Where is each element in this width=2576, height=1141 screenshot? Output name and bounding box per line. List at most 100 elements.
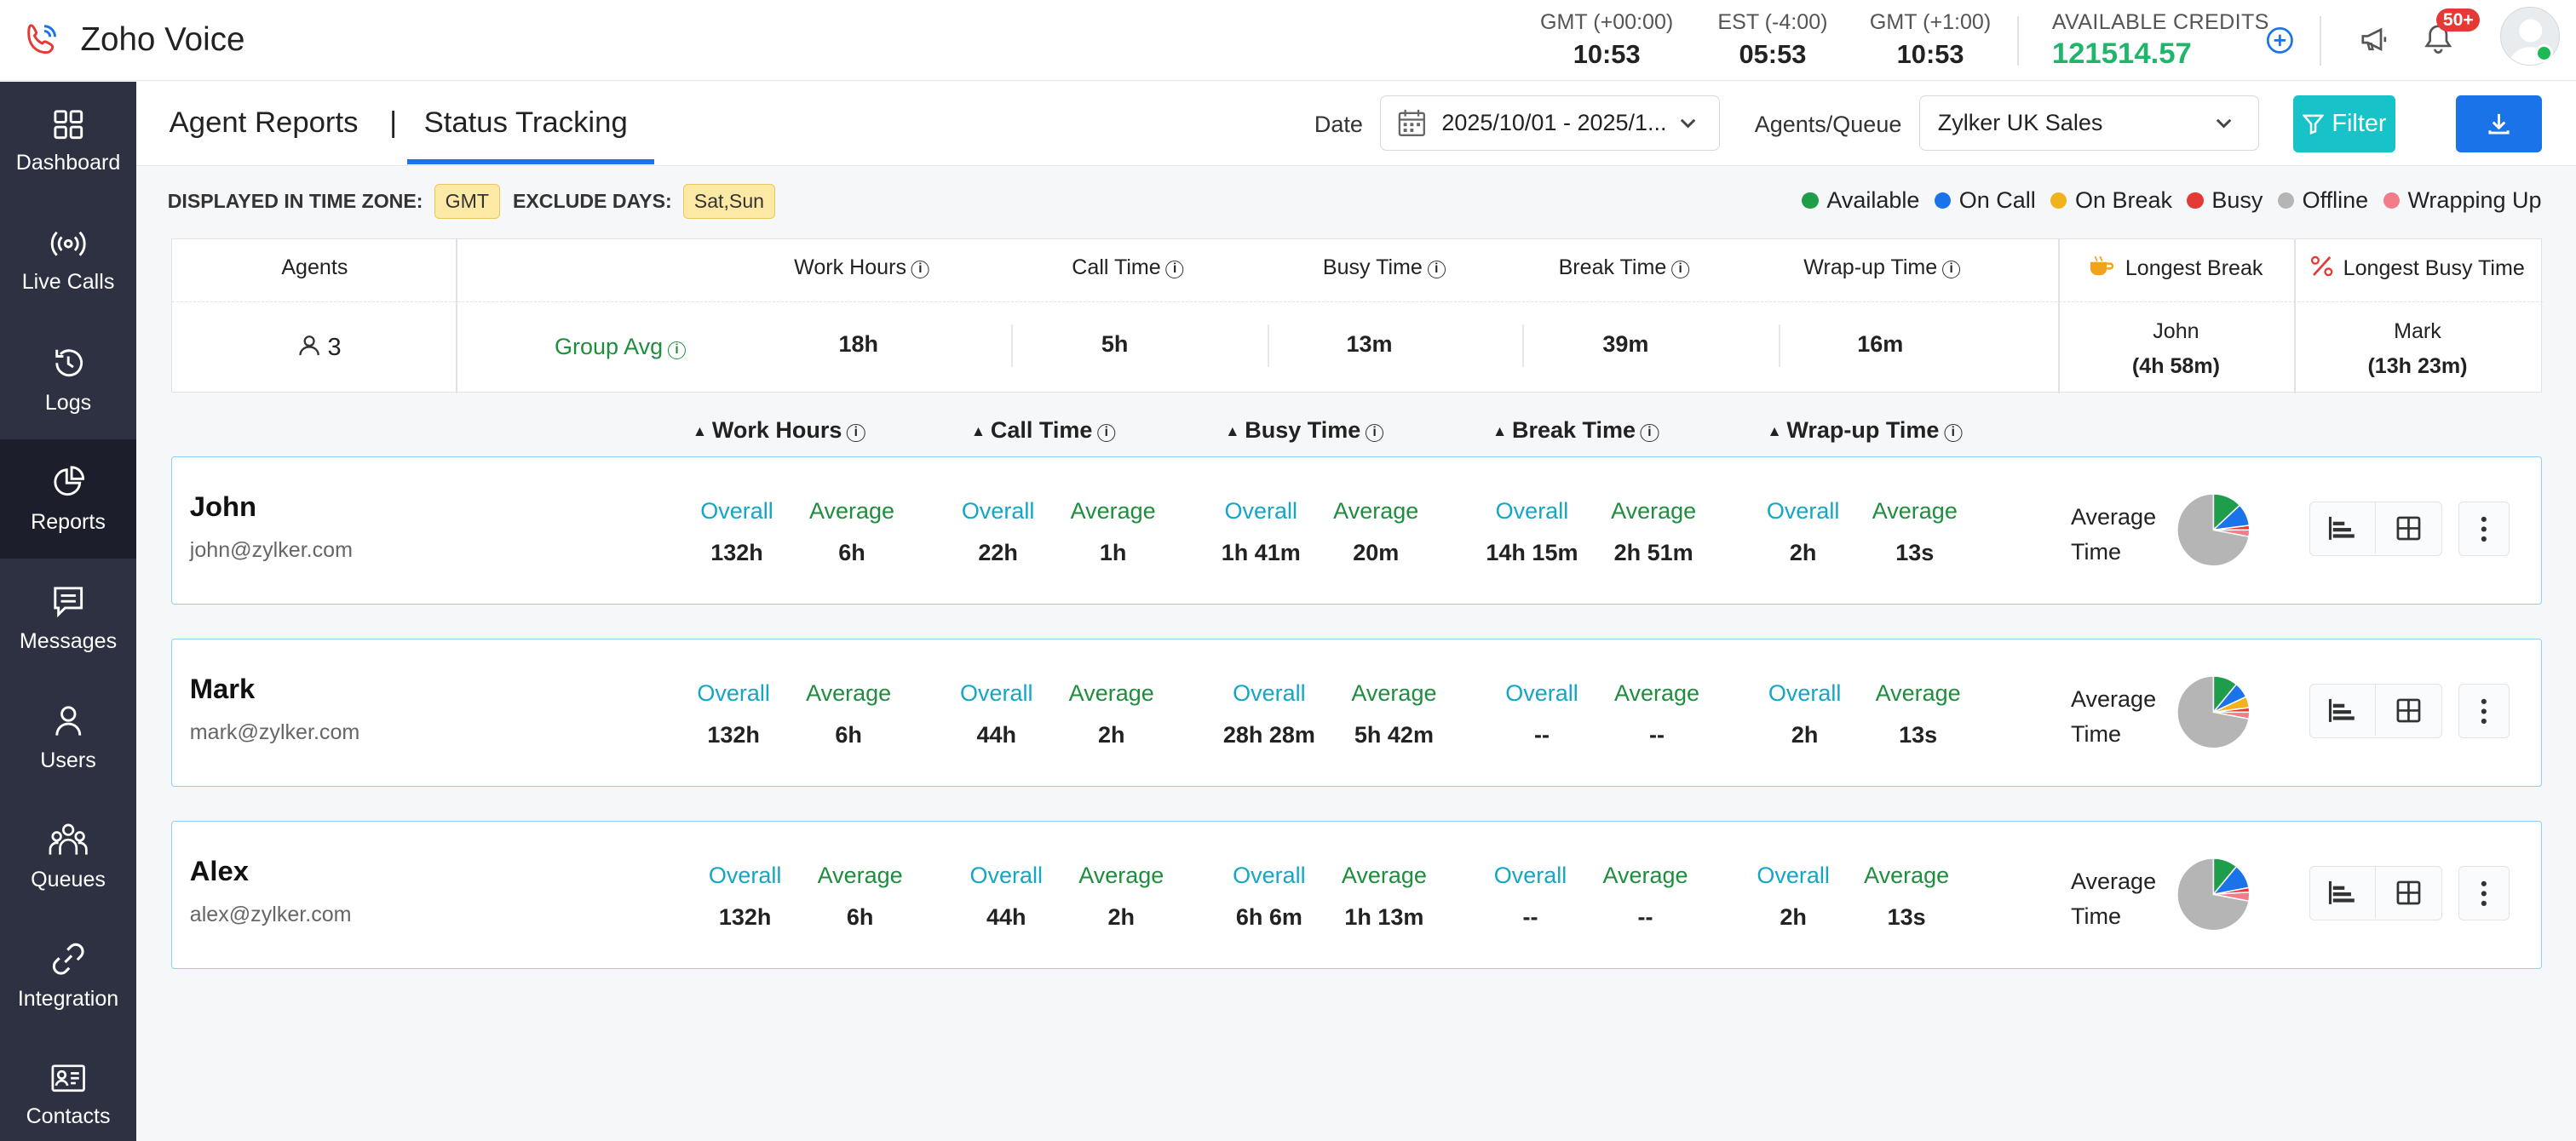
date-range-picker[interactable]: 2025/10/01 - 2025/1... — [1380, 95, 1721, 152]
download-button[interactable] — [2456, 95, 2542, 153]
bar-chart-view-button[interactable] — [2310, 502, 2376, 553]
sidebar-item-dashboard[interactable]: Dashboard — [0, 82, 136, 201]
header-label: Break Time — [1558, 255, 1667, 279]
date-label: Date — [1314, 112, 1363, 138]
announcement-icon[interactable] — [2358, 23, 2391, 56]
filter-icon — [2302, 114, 2324, 135]
average-value: 2h — [1107, 903, 1136, 930]
cell-divider — [1778, 324, 1780, 368]
legend-item: On Break — [2050, 187, 2172, 214]
status-pie-chart[interactable] — [2176, 674, 2251, 750]
info-icon[interactable]: i — [1097, 423, 1116, 443]
agent-column-headers: ▲︎ Work Hours i ▲︎ Call Time i ▲︎ Busy Time i … — [136, 417, 2576, 450]
status-pie-chart[interactable] — [2176, 857, 2251, 932]
column-label: Call Time — [990, 416, 1093, 443]
agents-count-value: 3 — [327, 334, 342, 362]
sidebar-item-users[interactable]: Users — [0, 679, 136, 798]
average-value: 13s — [1895, 539, 1935, 565]
table-view-button[interactable] — [2376, 502, 2441, 553]
average-time-line: Average — [2071, 686, 2157, 713]
table-view-button[interactable] — [2376, 685, 2441, 736]
sidebar-item-label: Integration — [17, 987, 119, 1012]
sort-call-time[interactable]: ▲︎ Call Time i — [971, 417, 1116, 444]
legend-label: Busy — [2211, 186, 2263, 213]
sidebar-item-reports[interactable]: Reports — [0, 439, 137, 559]
overall-value: 132h — [707, 721, 760, 748]
summary-header-call-time: Call Time i — [1072, 255, 1184, 280]
sort-icon: ▲︎ — [970, 421, 986, 439]
average-value: 6h — [835, 721, 862, 748]
legend-label: On Break — [2075, 186, 2173, 213]
sort-wrap-up-time[interactable]: ▲︎ Wrap-up Time i — [1767, 416, 1963, 444]
average-time-line: Time — [2071, 538, 2122, 565]
overall-label: Overall — [700, 498, 773, 525]
info-icon[interactable]: i — [1640, 423, 1659, 443]
average-time-line: Average — [2071, 869, 2157, 895]
overall-value: 1h 41m — [1221, 539, 1301, 565]
average-label: Average — [1351, 680, 1437, 707]
tab-agent-reports[interactable]: Agent Reports — [169, 106, 359, 140]
status-pie-chart[interactable] — [2176, 492, 2251, 568]
info-icon[interactable]: i — [911, 260, 929, 279]
overall-label: Overall — [1233, 863, 1306, 889]
user-icon — [299, 335, 319, 356]
legend-dot — [2187, 192, 2204, 209]
info-icon[interactable]: i — [1165, 260, 1184, 279]
sidebar-item-messages[interactable]: Messages — [0, 559, 136, 678]
sidebar-item-integration[interactable]: Integration — [0, 917, 136, 1036]
legend-dot — [2383, 192, 2400, 209]
info-icon[interactable]: i — [1944, 423, 1963, 443]
sidebar-item-contacts[interactable]: Contacts — [0, 1036, 136, 1141]
overall-value: 14h 15m — [1486, 539, 1578, 565]
agents-queue-select[interactable]: Zylker UK Sales — [1918, 95, 2259, 152]
info-icon[interactable]: i — [1366, 423, 1384, 443]
message-icon — [54, 587, 83, 618]
tab-status-tracking[interactable]: Status Tracking — [423, 106, 628, 140]
column-label: Wrap-up Time — [1786, 416, 1940, 443]
add-credits-icon[interactable] — [2266, 26, 2294, 54]
more-options-button[interactable] — [2458, 502, 2510, 556]
world-clocks: GMT (+00:00) 10:53 EST (-4:00) 05:53 GMT (… — [1528, 10, 2024, 71]
coffee-icon — [2090, 255, 2114, 276]
sidebar-item-logs[interactable]: Logs — [0, 320, 136, 439]
agent-card: Mark mark@zylker.com Overall Average 132h 6h O… — [170, 639, 2542, 787]
sidebar-item-queues[interactable]: Queues — [0, 798, 136, 917]
pie-slice — [2176, 857, 2251, 932]
bar-chart-view-button[interactable] — [2310, 685, 2376, 737]
average-time-line: Time — [2071, 903, 2122, 929]
agent-name: John — [189, 490, 257, 522]
info-icon[interactable]: i — [1941, 260, 1961, 279]
view-toggle-group — [2309, 502, 2442, 556]
filter-button[interactable]: Filter — [2293, 95, 2395, 153]
credits-value: 121514.57 — [2051, 37, 2192, 71]
bar-chart-icon — [2329, 880, 2355, 904]
sidebar-item-live-calls[interactable]: Live Calls — [0, 201, 136, 320]
agents-count: 3 — [298, 334, 342, 362]
cell-divider — [1267, 324, 1269, 368]
average-label: Average — [1333, 498, 1419, 525]
average-value: 20m — [1353, 539, 1400, 565]
info-icon[interactable]: i — [1671, 260, 1690, 279]
legend-label: Available — [1826, 186, 1920, 213]
brand[interactable]: Zoho Voice — [0, 20, 427, 60]
longest-break-header: Longest Break — [2089, 255, 2263, 281]
sort-break-time[interactable]: ▲︎ Break Time i — [1492, 417, 1659, 444]
table-view-button[interactable] — [2376, 867, 2441, 918]
sort-busy-time[interactable]: ▲︎ Busy Time i — [1225, 417, 1384, 444]
pie-slice — [2176, 674, 2251, 749]
group-avg-text: Group Avg — [555, 334, 664, 360]
user-icon — [55, 706, 81, 736]
more-options-button[interactable] — [2458, 684, 2510, 738]
app-title: Zoho Voice — [80, 20, 245, 58]
info-icon[interactable]: i — [847, 423, 865, 443]
chevron-down-icon — [2216, 118, 2232, 129]
overall-value: 28h 28m — [1222, 721, 1315, 748]
bar-chart-view-button[interactable] — [2310, 867, 2376, 919]
sort-work-hours[interactable]: ▲︎ Work Hours i — [693, 417, 865, 444]
timezone-info: DISPLAYED IN TIME ZONE: GMT EXCLUDE DAYS… — [168, 183, 788, 219]
credits-label: AVAILABLE CREDITS — [2051, 9, 2269, 34]
info-icon[interactable]: i — [667, 341, 687, 359]
info-icon[interactable]: i — [1427, 260, 1446, 279]
more-options-button[interactable] — [2458, 866, 2510, 920]
overall-value: 44h — [976, 721, 1016, 748]
